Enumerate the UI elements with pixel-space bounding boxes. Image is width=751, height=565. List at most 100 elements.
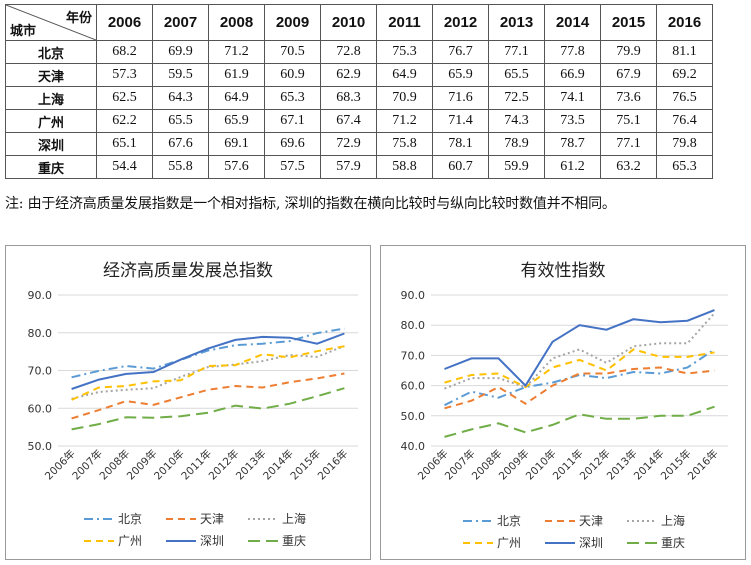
table-footnote: 注: 由于经济高质量发展指数是一个相对指标, 深圳的指数在横向比较时与纵向比较时… [5,196,616,212]
table-cell: 68.2 [96,40,153,64]
chart1-ytick-label: 70.0 [28,365,53,378]
table-cell: 65.9 [208,109,265,133]
table-row: 重庆 54.4 55.8 57.6 57.5 57.9 58.8 60.7 59.9 61.2 63… [5,155,713,179]
year-header-2007: 2007 [152,4,209,41]
chart1-title: 经济高质量发展总指数 [103,261,273,281]
table-cell: 57.9 [320,155,377,179]
table-cell: 64.3 [152,86,209,110]
chart1-series-天津 [71,372,345,420]
table-cell: 78.9 [488,132,545,156]
table-header-row: 年份 城市 2006 2007 2008 2009 2010 2011 2012 2013 20… [5,4,713,41]
data-table: 年份 城市 2006 2007 2008 2009 2010 2011 2012 2013 20… [5,4,713,179]
table-cell: 67.1 [264,109,321,133]
chart1-ytick-label: 50.0 [28,440,53,453]
table-cell: 72.8 [320,40,377,64]
table-cell: 76.5 [656,86,713,110]
chart1-legend-label: 上海 [282,511,306,526]
table-cell: 76.4 [656,109,713,133]
table-cell: 65.1 [96,132,153,156]
year-header-2015: 2015 [600,4,657,41]
chart1-series-重庆 [71,387,345,431]
chart1-legend-label: 深圳 [200,534,224,548]
chart2-title: 有效性指数 [521,261,606,281]
chart2-series-天津 [444,366,715,410]
table-cell: 64.9 [208,86,265,110]
table-cell: 70.5 [264,40,321,64]
table-cell: 76.7 [432,40,489,64]
table-corner-header: 年份 城市 [5,4,97,41]
chart2-series-广州 [444,348,715,389]
table-cell: 73.5 [544,109,601,133]
year-header-2016: 2016 [656,4,713,41]
chart-total-index-svg: 经济高质量发展总指数50.060.070.080.090.02006年2007年… [28,261,358,548]
diagonal-divider [6,5,96,40]
year-header-2010: 2010 [320,4,377,41]
chart2-legend-label: 重庆 [661,536,685,550]
table-cell: 71.2 [376,109,433,133]
table-cell: 68.3 [320,86,377,110]
table-row: 广州 62.2 65.5 65.9 67.1 67.4 71.2 71.4 74.3 73.5 75… [5,109,713,133]
table-cell: 67.9 [600,63,657,87]
chart2-ytick-label: 40.0 [401,440,426,453]
chart1-series-上海 [71,345,345,400]
chart1-legend-label: 重庆 [282,534,306,548]
row-city-label: 深圳 [5,132,97,156]
table-row: 深圳 65.1 67.6 69.1 69.6 72.9 75.8 78.1 78.9 78.7 77… [5,132,713,156]
table-cell: 75.1 [600,109,657,133]
chart2-series-上海 [444,312,716,390]
chart-effectiveness-index: 有效性指数 40.0 50.0 60.0 70.0 80.0 90.0 2006年 2007年 2… [380,245,746,560]
row-city-label: 上海 [5,86,97,110]
chart-total-index: 经济高质量发展总指数 50.0 60.0 70.0 80.0 90.0 2006年 2007年… [5,245,371,560]
table-cell: 77.8 [544,40,601,64]
table-cell: 64.9 [376,63,433,87]
table-cell: 70.9 [376,86,433,110]
table-cell: 79.9 [600,40,657,64]
chart1-legend-label: 广州 [118,534,142,548]
table-cell: 54.4 [96,155,153,179]
table-cell: 65.5 [152,109,209,133]
table-cell: 74.1 [544,86,601,110]
year-header-2006: 2006 [96,4,153,41]
table-cell: 77.1 [488,40,545,64]
table-cell: 60.9 [264,63,321,87]
chart2-ytick-label: 80.0 [401,319,426,332]
table-cell: 69.9 [152,40,209,64]
chart2-ytick-label: 50.0 [401,410,426,423]
table-cell: 65.3 [656,155,713,179]
table-cell: 69.2 [656,63,713,87]
chart1-ytick-label: 90.0 [28,289,53,302]
row-city-label: 天津 [5,63,97,87]
table-cell: 73.6 [600,86,657,110]
chart2-ytick-label: 90.0 [401,289,426,302]
table-cell: 69.6 [264,132,321,156]
chart1-series-深圳 [71,332,345,390]
chart1-xtick-label: 2016年 [315,447,351,483]
table-row: 上海 62.5 64.3 64.9 65.3 68.3 70.9 71.6 72.5 74.1 73… [5,86,713,110]
table-cell: 59.9 [488,155,545,179]
table-cell: 58.8 [376,155,433,179]
table-cell: 65.3 [264,86,321,110]
chart2-ytick-label: 70.0 [401,349,426,362]
table-cell: 71.4 [432,109,489,133]
row-city-label: 北京 [5,40,97,64]
table-row: 北京 68.2 69.9 71.2 70.5 72.8 75.3 76.7 77.1 77.8 79… [5,40,713,64]
table-cell: 75.8 [376,132,433,156]
table-cell: 71.2 [208,40,265,64]
table-cell: 66.9 [544,63,601,87]
header-city-label: 城市 [10,24,37,39]
table-cell: 62.9 [320,63,377,87]
year-header-2008: 2008 [208,4,265,41]
table-cell: 79.8 [656,132,713,156]
chart-effectiveness-index-svg: 有效性指数40.050.060.070.080.090.02006年2007年2… [401,261,728,550]
table-cell: 72.5 [488,86,545,110]
table-cell: 74.3 [488,109,545,133]
year-header-2009: 2009 [264,4,321,41]
chart2-series-深圳 [444,309,715,388]
table-cell: 57.3 [96,63,153,87]
row-city-label: 重庆 [5,155,97,179]
year-header-2012: 2012 [432,4,489,41]
chart2-legend-label: 深圳 [579,536,603,550]
chart2-legend-label: 天津 [579,514,603,528]
chart2-xtick-label: 2016年 [685,447,721,483]
table-cell: 57.5 [264,155,321,179]
